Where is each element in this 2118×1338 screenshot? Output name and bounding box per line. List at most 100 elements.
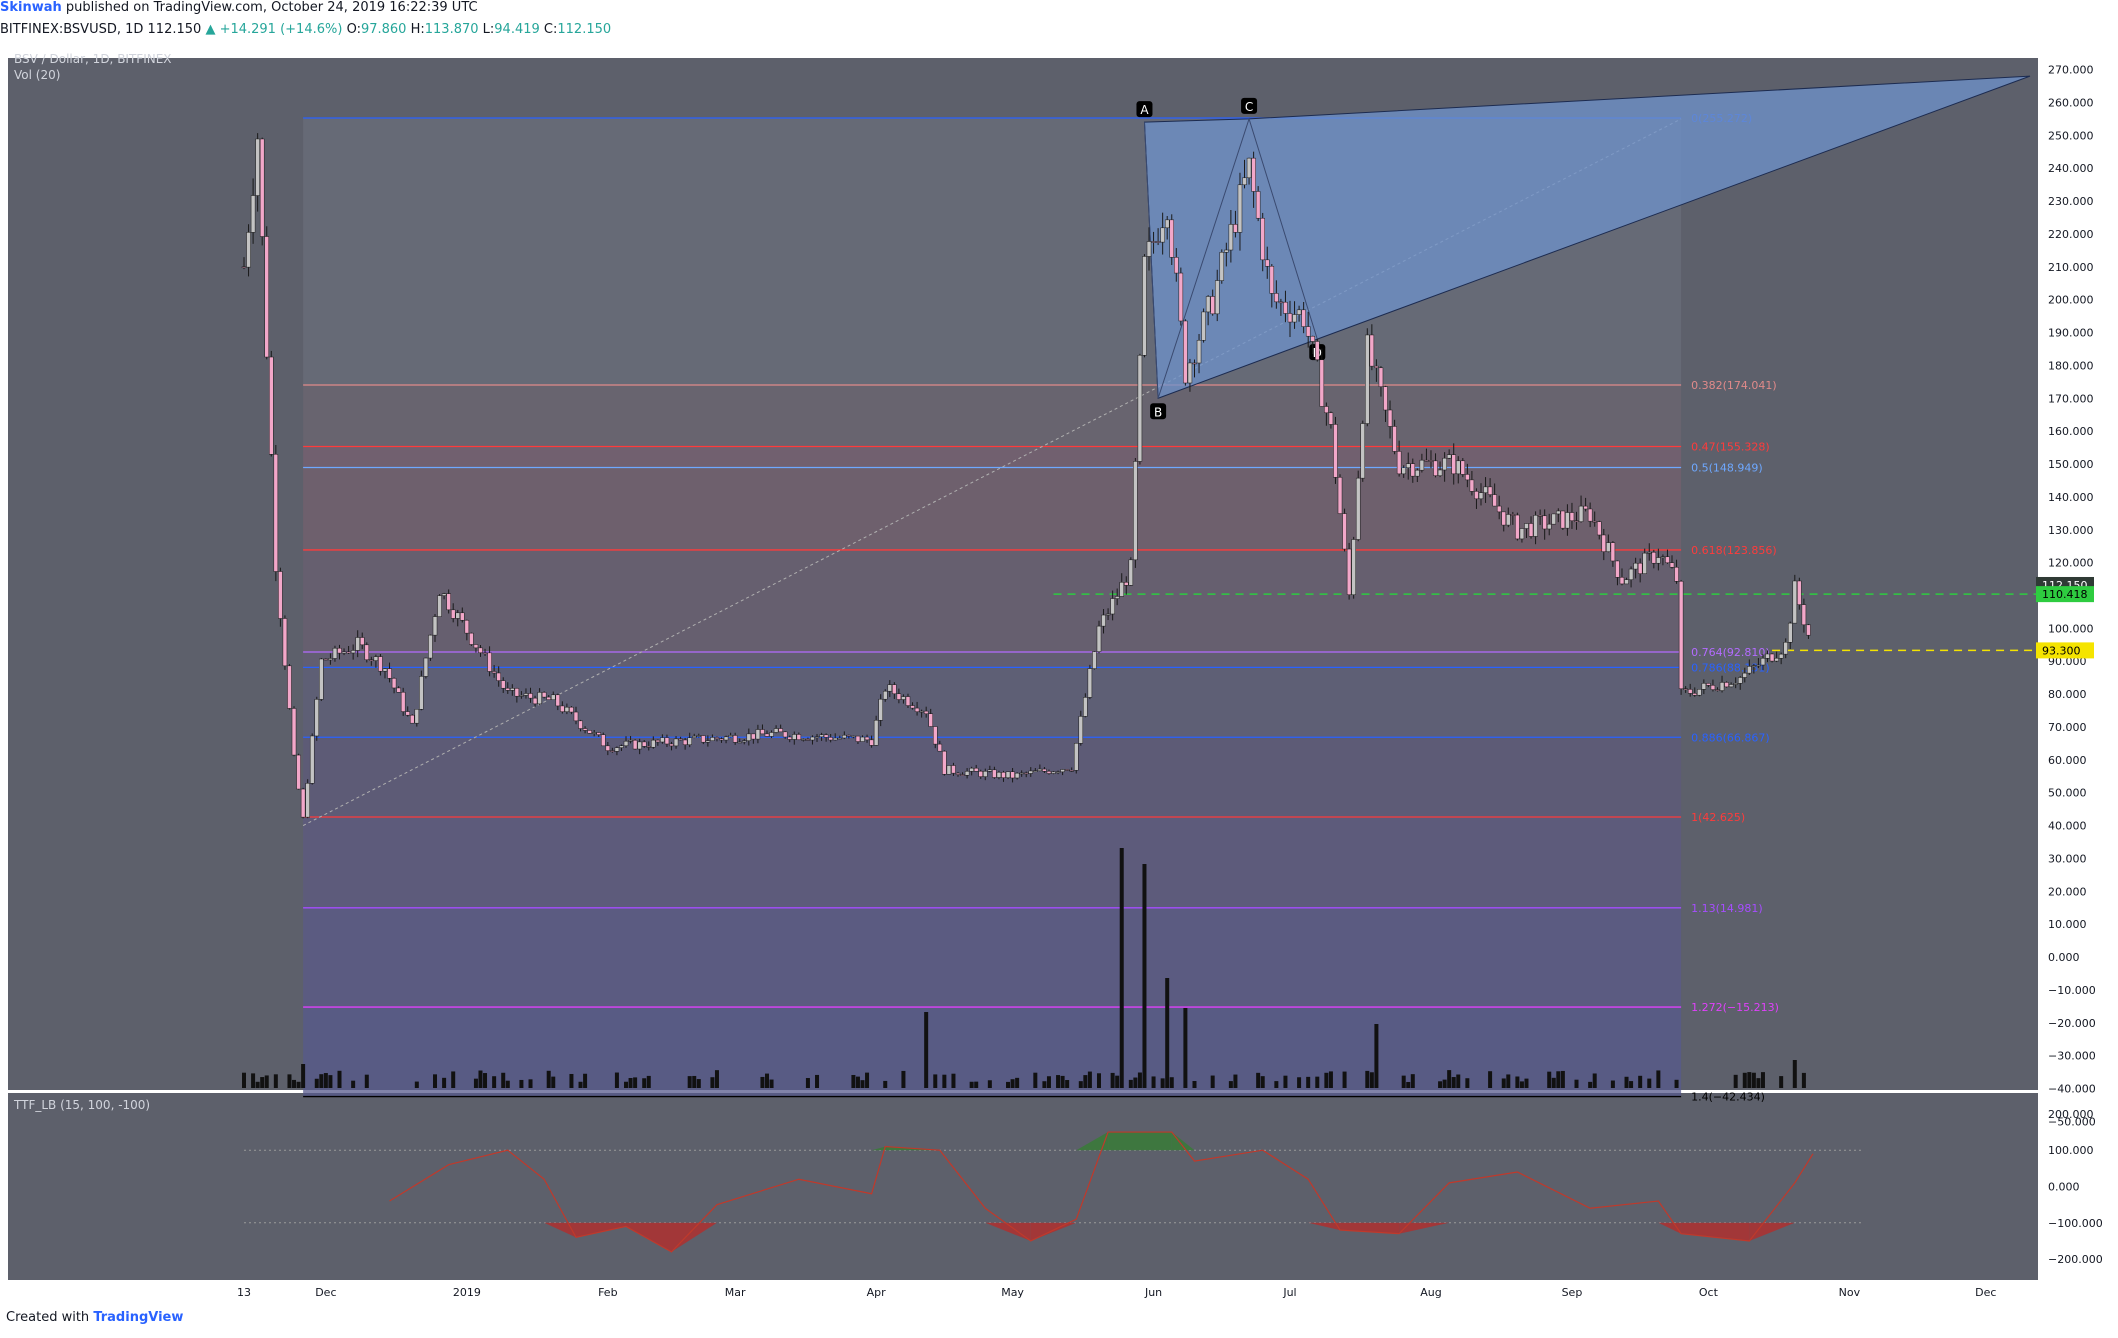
volume-bar [883, 1080, 888, 1088]
price-chart-svg[interactable]: 0(255.272)0.382(174.041)0.47(155.328)0.5… [8, 38, 2114, 1302]
candle-body [1669, 562, 1675, 568]
candle-body [1456, 460, 1461, 475]
volume-bar [1324, 1072, 1329, 1088]
fib-level-label: 0.382(174.041) [1691, 379, 1777, 392]
candle-body [983, 771, 988, 777]
candle-body [1683, 688, 1688, 690]
indicator-overbought-fill [871, 1146, 886, 1151]
volume-bar [1297, 1077, 1302, 1088]
candle-body [1201, 311, 1206, 341]
fib-band [303, 549, 1682, 653]
candle-body [532, 697, 538, 705]
volume-bar [1328, 1071, 1333, 1088]
candle-body [928, 713, 933, 727]
candle-body [1560, 510, 1566, 529]
pane-title: BSV / Dollar, 1D, BITFINEX [14, 52, 172, 66]
candle-body [1001, 772, 1006, 778]
pattern-point-label: C [1245, 100, 1253, 114]
candle-body [719, 738, 724, 741]
candle-body [1196, 340, 1202, 364]
chart-area[interactable]: 0(255.272)0.382(174.041)0.47(155.328)0.5… [8, 38, 2114, 1302]
candle-body [482, 652, 488, 655]
time-axis-label: Oct [1699, 1286, 1719, 1299]
candle-body [1351, 539, 1356, 595]
candle-body [655, 739, 661, 743]
candle-body [1747, 666, 1752, 674]
candle-body [1469, 479, 1475, 492]
volume-bar [1519, 1081, 1524, 1088]
low-label: L: [482, 22, 495, 37]
volume-bar [933, 1074, 938, 1088]
indicator-oversold-fill [626, 1222, 672, 1252]
candle-body [414, 709, 420, 724]
candle-body [1028, 770, 1034, 774]
volume-bar [442, 1077, 447, 1088]
abcd-zigzag [1143, 117, 1318, 399]
pattern-point-label: A [1140, 103, 1149, 117]
candle-body [309, 735, 315, 784]
candle-body [1587, 508, 1593, 522]
volume-bar [1792, 1060, 1797, 1088]
candle-body [632, 739, 638, 750]
fib-level-label: 0.764(92.810) [1691, 646, 1770, 659]
volume-bar [805, 1078, 810, 1088]
volume-bar [1401, 1075, 1406, 1088]
volume-bar [1656, 1070, 1661, 1088]
candle-body [1774, 657, 1779, 662]
fib-band [303, 1007, 1682, 1097]
volume-bar [1506, 1074, 1511, 1088]
candle-body [641, 741, 647, 747]
candle-body [1769, 653, 1775, 662]
volume-bar [351, 1080, 356, 1088]
candle-body [291, 708, 297, 756]
candle-body [1724, 682, 1729, 688]
candle-body [1792, 580, 1798, 624]
candle-body [896, 693, 902, 700]
volume-bar [1042, 1081, 1047, 1088]
close-value: 112.150 [557, 22, 612, 37]
candle-body [696, 735, 702, 737]
price-axis-label: 190.000 [2048, 327, 2094, 340]
candle-body [1615, 560, 1620, 578]
tradingview-logo-text[interactable]: TradingView [93, 1310, 184, 1325]
volume-bar [242, 1072, 246, 1088]
candle-body [1592, 520, 1597, 523]
candle-body [496, 672, 501, 681]
volume-bar [1374, 1024, 1379, 1088]
volume-bar [1015, 1077, 1020, 1088]
pattern-point-marker [1241, 97, 1258, 114]
candle-body [1301, 309, 1306, 327]
volume-bar [865, 1072, 870, 1088]
time-axis-label: Apr [867, 1286, 887, 1299]
candle-body [1487, 486, 1493, 495]
price-axis-background [2038, 38, 2114, 1302]
candle-body [1051, 771, 1056, 774]
indicator-oversold-fill [544, 1222, 576, 1238]
candle-body [1092, 651, 1097, 669]
candle-body [1737, 677, 1743, 684]
candle-body [1014, 772, 1020, 779]
author-name[interactable]: Skinwah [0, 0, 62, 15]
candle-body [1342, 513, 1347, 550]
candle-body [882, 690, 888, 700]
candle-body [1210, 296, 1215, 315]
volume-bar [301, 1064, 306, 1088]
candle-body [1442, 457, 1447, 471]
candle-body [551, 694, 556, 700]
footer: Created with TradingView [6, 1310, 183, 1325]
candle-body [1728, 684, 1734, 688]
candle-body [1219, 252, 1225, 281]
fib-level-label: 0.618(123.856) [1691, 544, 1777, 557]
fib-level-label: 1.4(−42.434) [1691, 1091, 1765, 1104]
indicator-overbought-fill [1108, 1132, 1172, 1151]
volume-bar [546, 1070, 551, 1088]
candle-body [601, 734, 606, 747]
candle-body [792, 734, 797, 740]
volume-bar [519, 1079, 524, 1088]
candle-body [992, 769, 997, 778]
volume-bar [1369, 1072, 1374, 1088]
candle-body [1405, 463, 1411, 468]
candle-body [578, 720, 583, 729]
price-axis-label: 260.000 [2048, 96, 2094, 109]
indicator-legend: TTF_LB (15, 100, -100) [14, 1098, 151, 1112]
